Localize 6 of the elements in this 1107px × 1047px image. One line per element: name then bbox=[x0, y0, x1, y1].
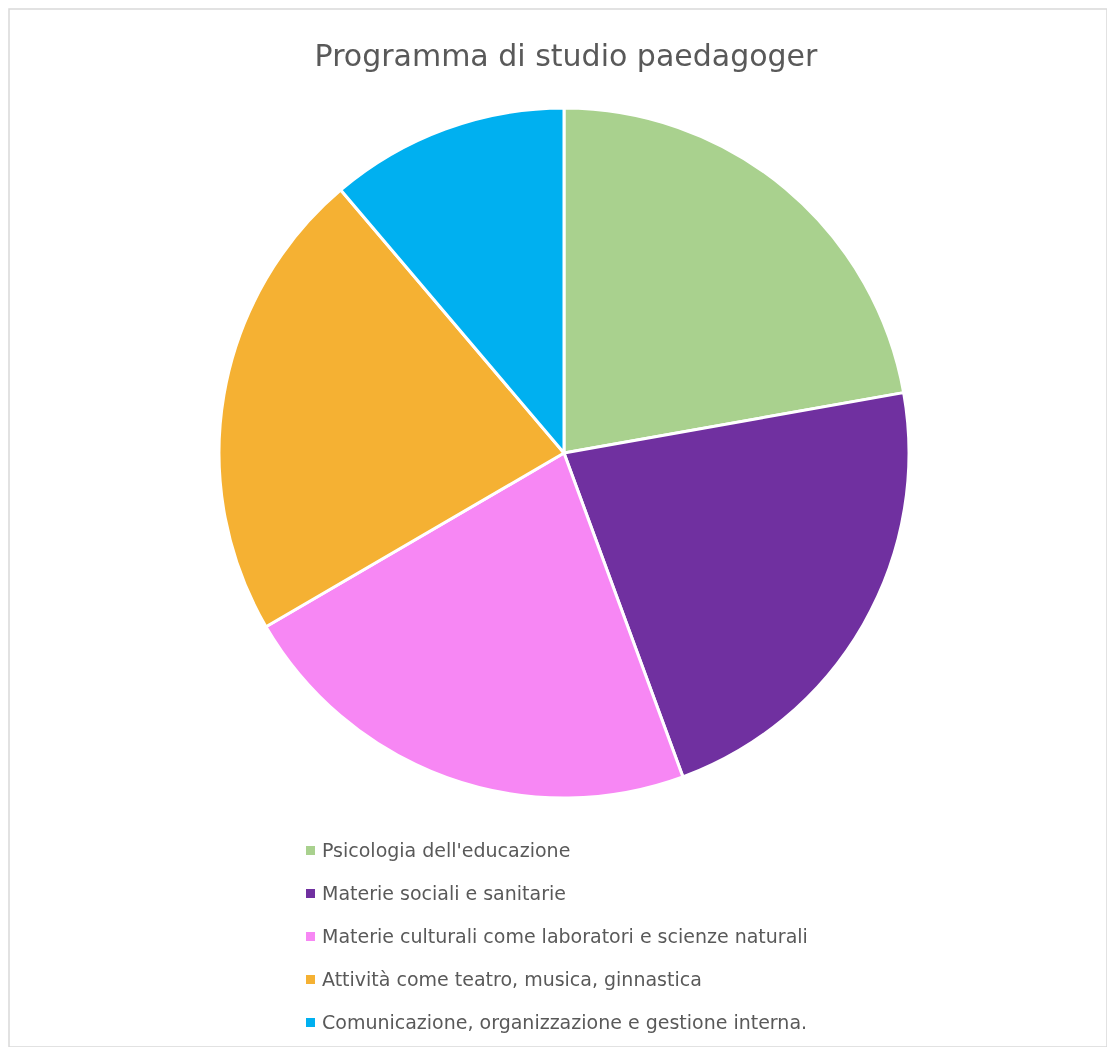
legend-label: Attività come teatro, musica, ginnastica bbox=[322, 967, 702, 990]
legend-label: Materie culturali come laboratori e scienze naturali bbox=[322, 924, 808, 947]
legend-label: Comunicazione, organizzazione e gestione interna. bbox=[322, 1010, 808, 1033]
legend-label: Psicologia dell'educazione bbox=[322, 838, 571, 861]
legend-label: Materie sociali e sanitarie bbox=[322, 881, 566, 904]
chart-title: Programma di studio paedagoger bbox=[314, 38, 819, 73]
